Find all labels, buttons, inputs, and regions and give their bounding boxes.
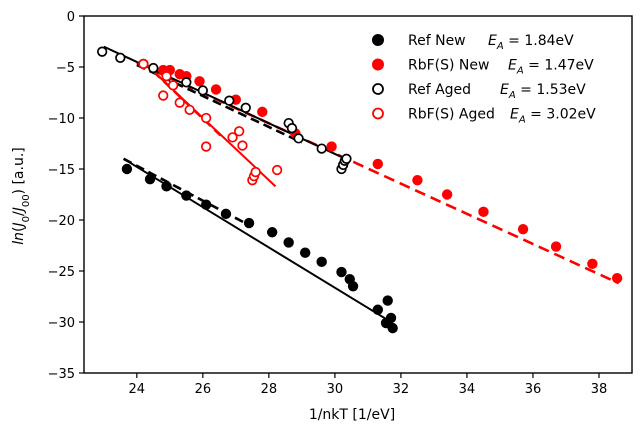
data-point: [200, 141, 212, 152]
data-point: [385, 312, 397, 324]
legend-marker: [372, 107, 384, 120]
legend-label: Ref New: [408, 33, 466, 49]
x-axis-label: 1/nkT [1/eV]: [309, 407, 395, 423]
data-point: [250, 166, 261, 178]
data-point: [220, 208, 232, 220]
data-point: [181, 190, 192, 201]
legend-ea-label: EA = 1.53eV: [500, 82, 586, 101]
data-point: [316, 256, 327, 268]
legend-ea-label: EA = 1.47eV: [508, 58, 594, 77]
data-point: [234, 126, 245, 137]
data-point: [266, 227, 278, 238]
data-point: [224, 95, 235, 106]
data-point: [158, 90, 169, 101]
data-point: [167, 80, 179, 91]
data-point: [517, 223, 529, 235]
data-point: [97, 46, 108, 57]
y-tick-label: 0: [67, 10, 75, 25]
data-point: [197, 85, 208, 96]
data-point: [144, 174, 156, 185]
data-point: [174, 97, 185, 108]
data-point: [611, 272, 623, 284]
legend-marker: [372, 83, 384, 95]
legend-label: Ref Aged: [408, 82, 471, 98]
x-tick-label: 26: [195, 382, 212, 397]
data-point: [257, 106, 268, 118]
axes: 24 26 28 30 32 34 36 38 0 −5 −10 −15 −20 −25 −30 −35: [48, 10, 633, 397]
x-tick-label: 38: [591, 382, 608, 397]
y-axis-label: ln(J0/J00) [a.u.]: [11, 147, 32, 245]
legend-ea-label: EA = 1.84eV: [488, 33, 574, 52]
y-tick-label: −35: [48, 367, 75, 382]
x-tick-label: 36: [525, 382, 542, 397]
data-point: [271, 164, 283, 176]
data-point: [148, 62, 159, 74]
data-point: [210, 84, 222, 95]
data-point: [240, 102, 251, 113]
data-point: [115, 52, 126, 63]
data-point: [372, 304, 384, 315]
data-point: [550, 241, 562, 252]
y-tick-label: −30: [48, 316, 75, 331]
legend-marker: [372, 34, 384, 46]
data-point: [243, 217, 255, 229]
x-tick-label: 32: [393, 382, 410, 397]
data-point: [283, 237, 294, 248]
data-point: [161, 181, 172, 192]
data-point: [412, 175, 423, 186]
x-tick-label: 30: [327, 382, 344, 397]
y-tick-label: −5: [56, 61, 75, 76]
data-point: [161, 71, 172, 82]
data-point: [372, 158, 384, 170]
x-tick-label: 24: [129, 382, 146, 397]
legend-marker: [372, 58, 384, 71]
plot-frame: [83, 15, 633, 374]
data-point: [200, 199, 212, 210]
fit-line-dashed: [142, 60, 224, 139]
legend-label: RbF(S) Aged: [408, 107, 495, 123]
y-tick-label: −15: [48, 163, 75, 178]
legend: Ref New EA = 1.84eV RbF(S) New EA = 1.47eV R…: [372, 33, 596, 126]
data-point: [382, 295, 393, 306]
data-point: [200, 112, 212, 124]
data-point: [387, 322, 398, 334]
data-point: [237, 140, 248, 151]
data-point: [227, 132, 238, 143]
data-point: [316, 143, 327, 154]
legend-ea-label: EA = 3.02eV: [510, 107, 596, 126]
data-point: [347, 281, 359, 292]
data-point: [587, 258, 598, 270]
data-point: [121, 163, 133, 175]
data-point: [341, 153, 352, 164]
data-point: [299, 247, 311, 258]
data-point: [138, 58, 149, 70]
data-point: [336, 266, 347, 278]
y-tick-label: −10: [48, 112, 75, 127]
x-tick-label: 34: [459, 382, 476, 397]
data-point: [326, 141, 337, 152]
x-tick-label: 28: [261, 382, 278, 397]
data-point: [181, 77, 192, 88]
data-point: [441, 189, 453, 200]
data-point: [293, 133, 304, 144]
y-tick-label: −25: [48, 265, 75, 280]
legend-label: RbF(S) New: [408, 58, 489, 74]
data-point: [184, 104, 195, 115]
data-points: [97, 46, 623, 334]
data-point: [478, 206, 489, 218]
data-point: [194, 76, 205, 87]
data-point: [286, 123, 298, 134]
y-tick-label: −20: [48, 214, 75, 229]
